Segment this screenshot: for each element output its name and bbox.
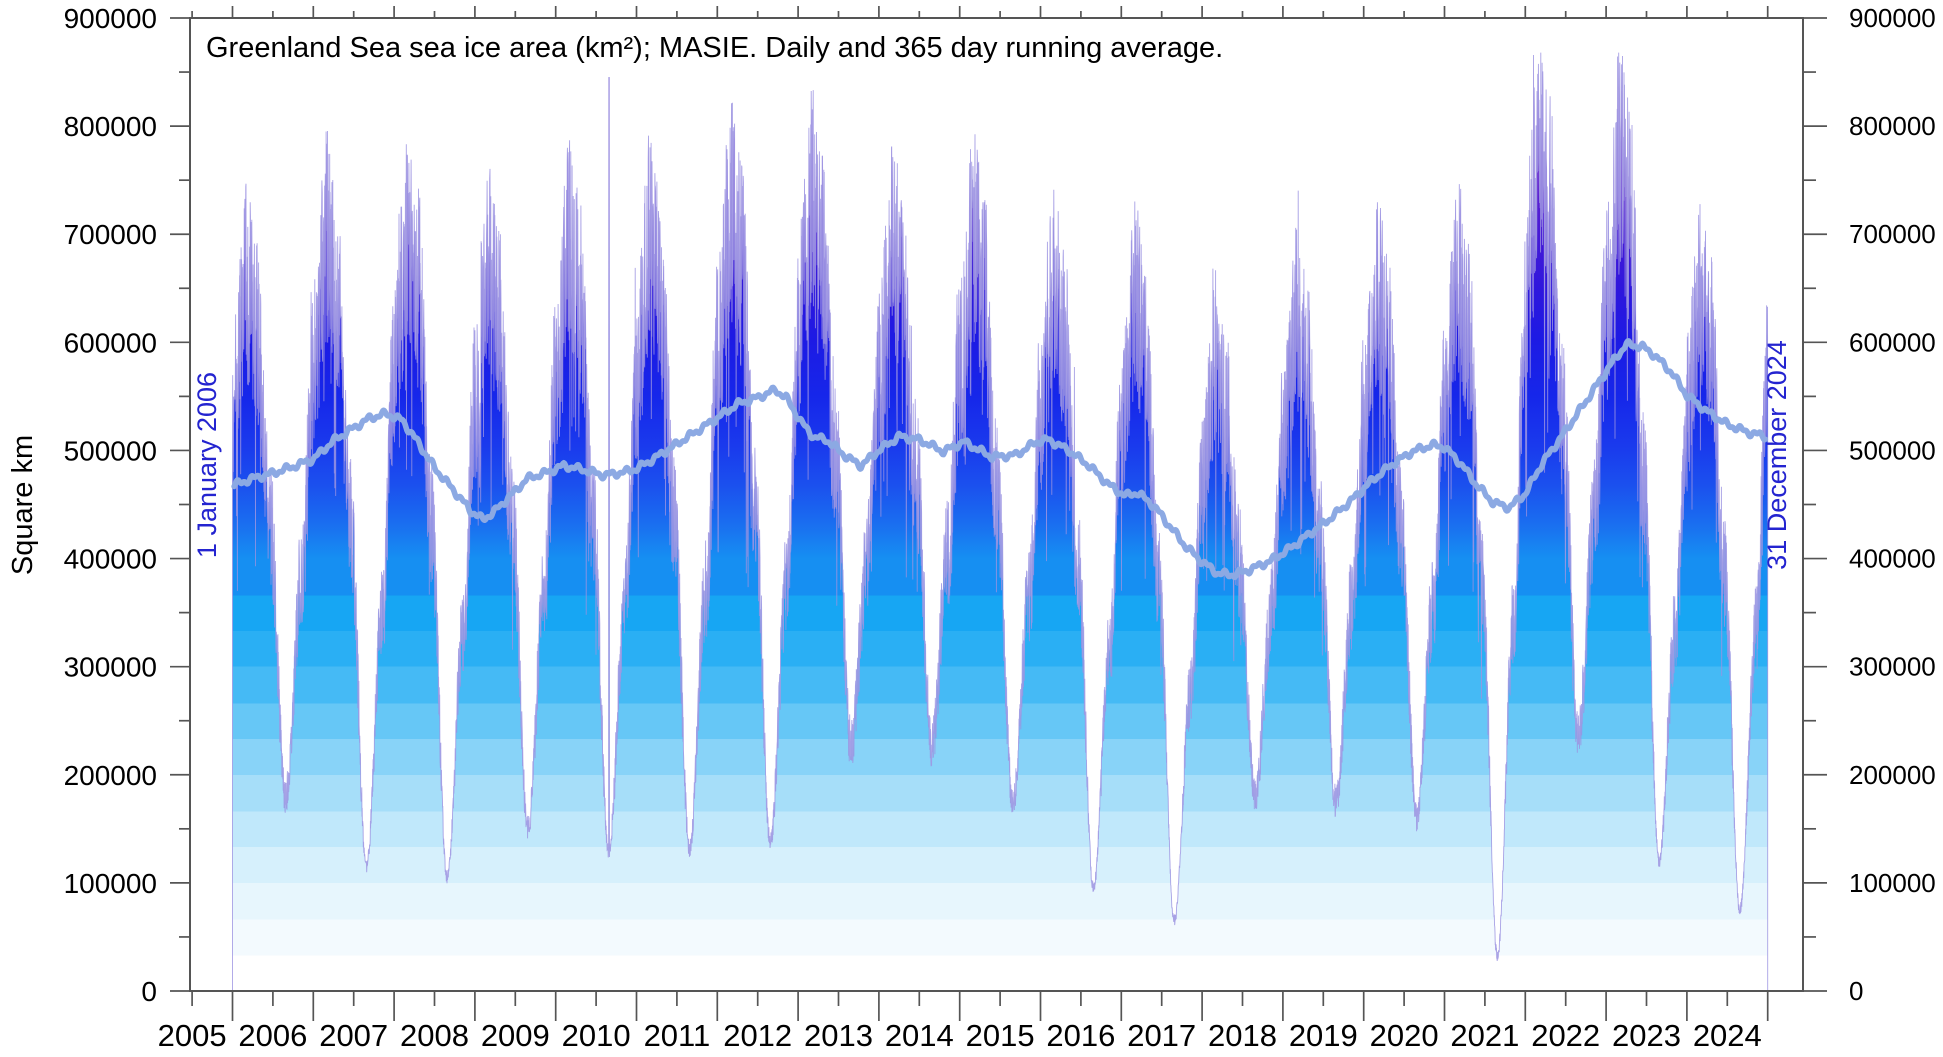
y-tick-label-left: 300000 — [64, 652, 157, 683]
x-tick-label: 2016 — [1046, 1018, 1115, 1053]
x-tick-label: 2006 — [238, 1018, 307, 1053]
y-tick-label-left: 700000 — [64, 219, 157, 250]
x-tick-label: 2020 — [1370, 1018, 1439, 1053]
y-tick-label-left: 0 — [141, 976, 157, 1007]
y-tick-label-right: 500000 — [1849, 435, 1936, 465]
y-tick-label-right: 100000 — [1849, 868, 1936, 898]
y-tick-label-right: 0 — [1849, 976, 1863, 1006]
chart-title: Greenland Sea sea ice area (km²); MASIE.… — [206, 32, 1223, 64]
y-axis-label: Square km — [7, 435, 39, 575]
y-tick-label-left: 600000 — [64, 327, 157, 358]
x-tick-label: 2018 — [1208, 1018, 1277, 1053]
annotation-end-date: 31 December 2024 — [1762, 340, 1792, 570]
y-tick-label-right: 600000 — [1849, 327, 1936, 357]
y-tick-label-right: 900000 — [1849, 3, 1936, 33]
x-tick-label: 2005 — [158, 1018, 227, 1053]
annotation-start-date: 1 January 2006 — [192, 372, 222, 558]
x-tick-label: 2009 — [481, 1018, 550, 1053]
y-tick-label-right: 400000 — [1849, 544, 1936, 574]
y-tick-label-left: 500000 — [64, 435, 157, 466]
x-tick-label: 2012 — [723, 1018, 792, 1053]
x-tick-label: 2008 — [400, 1018, 469, 1053]
y-tick-label-right: 700000 — [1849, 219, 1936, 249]
x-tick-label: 2017 — [1127, 1018, 1196, 1053]
running-average-line — [231, 338, 1769, 581]
x-tick-label: 2022 — [1531, 1018, 1600, 1053]
axes-layer: 2005 2006 2007 2008 2009 2010 2011 2012 2013 2014… — [64, 3, 1936, 1053]
x-tick-label: 2013 — [804, 1018, 873, 1053]
y-tick-label-left: 900000 — [64, 3, 157, 34]
y-tick-label-left: 800000 — [64, 111, 157, 142]
y-tick-label-right: 200000 — [1849, 760, 1936, 790]
daily-sea-ice-area-series — [232, 52, 1769, 992]
y-tick-label-left: 100000 — [64, 868, 157, 899]
x-tick-label: 2011 — [644, 1018, 711, 1053]
y-tick-label-left: 200000 — [64, 760, 157, 791]
x-tick-label: 2024 — [1693, 1018, 1762, 1053]
x-tick-label: 2007 — [319, 1018, 388, 1053]
data-layer — [231, 52, 1769, 992]
x-tick-label: 2015 — [966, 1018, 1035, 1053]
y-tick-label-left: 400000 — [64, 544, 157, 575]
x-tick-label: 2021 — [1450, 1018, 1519, 1053]
x-tick-label: 2019 — [1289, 1018, 1358, 1053]
x-tick-label: 2010 — [562, 1018, 631, 1053]
x-tick-label: 2023 — [1612, 1018, 1681, 1053]
y-tick-label-right: 800000 — [1849, 111, 1936, 141]
x-tick-label: 2014 — [885, 1018, 954, 1053]
y-tick-label-right: 300000 — [1849, 652, 1936, 682]
